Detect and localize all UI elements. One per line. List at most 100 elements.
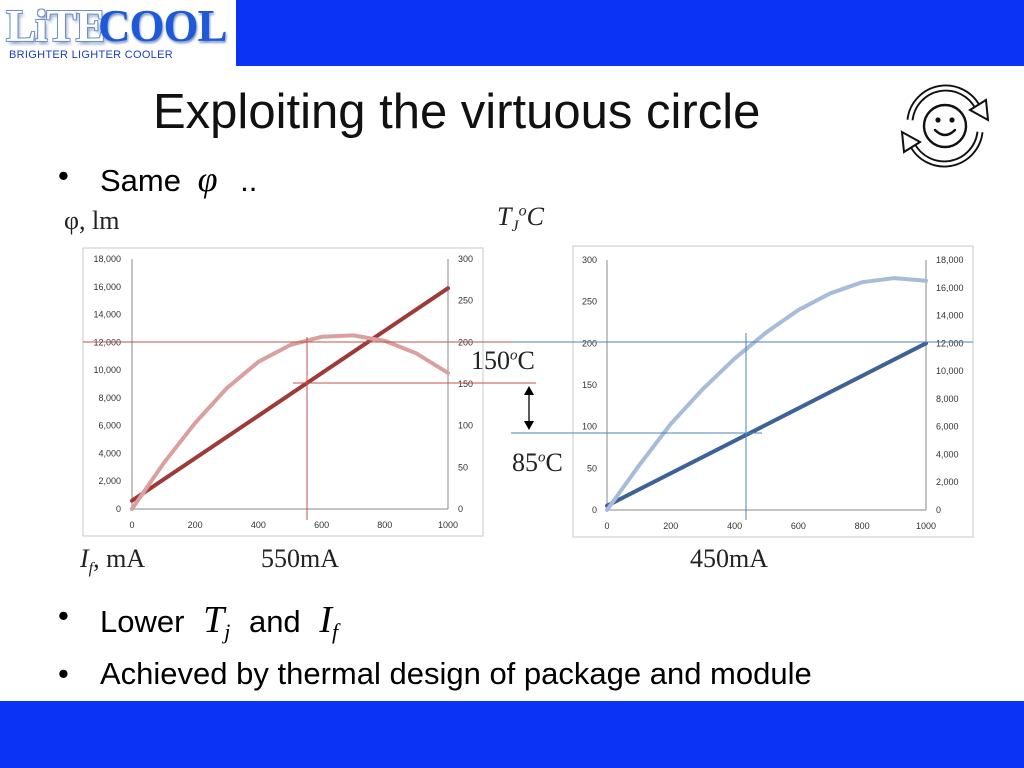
right-y-right-tick-label: 10,000 (936, 366, 964, 376)
litecool-logo: LiTE COOL BRIGHTER LIGHTER COOLER (0, 0, 236, 66)
right-y-right-tick-label: 12,000 (936, 338, 964, 348)
left-x-tick-label: 400 (251, 520, 266, 530)
t85-value: 85 (512, 448, 538, 477)
logo-tagline: BRIGHTER LIGHTER COOLER (9, 49, 173, 61)
bullet-same-phi: • Same φ .. (58, 158, 258, 200)
left-y-right-tick-label: 0 (458, 504, 463, 514)
logo-cool-text: COOL (98, 1, 228, 51)
phi-symbol: φ (197, 159, 218, 199)
right-x-tick-label: 600 (791, 521, 806, 531)
bullet-same-suffix: .. (240, 163, 258, 198)
right-chart: 0 50 100 150 200 250 300 0 2,000 4,000 6,000 8,000 1… (572, 245, 974, 538)
bullet-dot: • (58, 158, 69, 193)
if-symbol: I (80, 544, 89, 573)
left-y-left-tick-label: 0 (116, 504, 121, 514)
right-x-tick-label: 0 (604, 521, 609, 531)
right-y-left-tick-label: 0 (592, 505, 597, 515)
current-450-label: 450mA (690, 544, 768, 573)
right-y-left-tick-label: 200 (582, 338, 597, 348)
bullet-lower-text: Lower (100, 604, 185, 639)
arrow-up-head (524, 386, 534, 395)
left-y-left-tick-label: 4,000 (98, 448, 121, 458)
right-y-left-tick-label: 300 (582, 255, 597, 265)
temp-85-label: 85oC (512, 448, 563, 478)
bullet-dot: • (58, 656, 69, 691)
left-y-left-tick-label: 18,000 (93, 254, 121, 264)
if-subscript: f (88, 560, 94, 578)
right-series-temperature-line (605, 341, 928, 508)
if-symbol-bullet: I (319, 599, 332, 641)
right-y-right-tick-label: 14,000 (936, 311, 964, 321)
junction-temp-axis-label: TJoC (497, 202, 544, 236)
right-y-right-tick-label: 2,000 (936, 477, 959, 487)
right-x-tick-label: 200 (663, 521, 678, 531)
right-x-tick-label: 800 (855, 521, 870, 531)
left-y-right-tick-label: 50 (458, 462, 468, 472)
left-y-left-tick-label: 10,000 (93, 365, 121, 375)
tj-celsius: C (526, 202, 544, 231)
current-550-label: 550mA (261, 544, 339, 573)
right-chart-series (605, 276, 928, 512)
tj-symbol-bullet: T (203, 599, 225, 641)
bullet-thermal-text: Achieved by thermal design of package an… (100, 656, 812, 691)
t150-unit: C (517, 346, 535, 375)
flux-axis-label: φ, lm (64, 206, 120, 235)
current-axis-label: If, mA (80, 544, 145, 578)
right-y-left-tick-label: 100 (582, 422, 597, 432)
left-y-left-tick-label: 2,000 (98, 476, 121, 486)
left-chart-gridlines (131, 259, 449, 510)
arrow-down-head (524, 421, 534, 430)
right-y-left-tick-label: 150 (582, 380, 597, 390)
tj-subscript: J (511, 218, 519, 236)
bullet-and-text: and (248, 604, 301, 639)
left-y-right-tick-label: 300 (458, 254, 473, 264)
right-x-tick-label: 1000 (916, 521, 936, 531)
left-series-temperature-line (130, 286, 450, 503)
left-x-tick-label: 0 (129, 520, 134, 530)
right-chart-gridlines (606, 260, 927, 511)
smiley-cycle-icon (900, 84, 990, 168)
right-y-right-tick-label: 16,000 (936, 283, 964, 293)
right-y-right-tick-label: 8,000 (936, 394, 959, 404)
bullet-thermal-design: • Achieved by thermal design of package … (58, 656, 812, 692)
right-y-left-tick-label: 250 (582, 297, 597, 307)
left-y-left-tick-label: 6,000 (98, 421, 121, 431)
bullet-same-text: Same (100, 163, 181, 198)
left-series-flux-curve (130, 333, 450, 511)
right-x-tick-label: 400 (727, 521, 742, 531)
left-y-right-tick-label: 250 (458, 296, 473, 306)
t150-degree: o (510, 347, 518, 364)
tj-symbol: T (497, 202, 512, 231)
right-series-flux-curve (605, 276, 928, 512)
left-chart: 02,0004,0006,0008,00010,00012,00014,0001… (82, 247, 484, 537)
bullet-dot: • (58, 598, 69, 633)
annotation-lines (83, 333, 973, 520)
right-y-left-tick-label: 50 (587, 463, 597, 473)
left-y-left-tick-label: 16,000 (93, 282, 121, 292)
tj-subscript-bullet: j (224, 619, 231, 645)
right-y-right-tick-label: 6,000 (936, 422, 959, 432)
right-y-right-tick-label: 4,000 (936, 449, 959, 459)
left-x-tick-label: 200 (188, 520, 203, 530)
bullet-lower-tj-if: • Lower Tj and If (58, 598, 339, 645)
t150-value: 150 (471, 346, 510, 375)
left-x-tick-label: 1000 (438, 520, 458, 530)
left-chart-series (130, 286, 450, 511)
left-y-left-tick-label: 14,000 (93, 310, 121, 320)
t85-degree: o (538, 449, 546, 466)
if-subscript-bullet: f (331, 619, 339, 645)
if-unit: , mA (93, 544, 146, 573)
left-x-tick-label: 600 (314, 520, 329, 530)
left-y-left-tick-label: 8,000 (98, 393, 121, 403)
right-chart-ticks: 0 50 100 150 200 250 300 0 2,000 4,000 6,000 8,000 1… (582, 255, 964, 531)
left-y-right-tick-label: 100 (458, 421, 473, 431)
left-x-tick-label: 800 (377, 520, 392, 530)
right-y-right-tick-label: 18,000 (936, 255, 964, 265)
tj-degree: o (518, 202, 527, 220)
t85-unit: C (545, 448, 563, 477)
logo-lite-text: LiTE (6, 1, 106, 51)
temp-150-label: 150oC (471, 346, 535, 376)
slide-title: Exploiting the virtuous circle (153, 85, 761, 139)
bottom-banner (0, 701, 1024, 768)
